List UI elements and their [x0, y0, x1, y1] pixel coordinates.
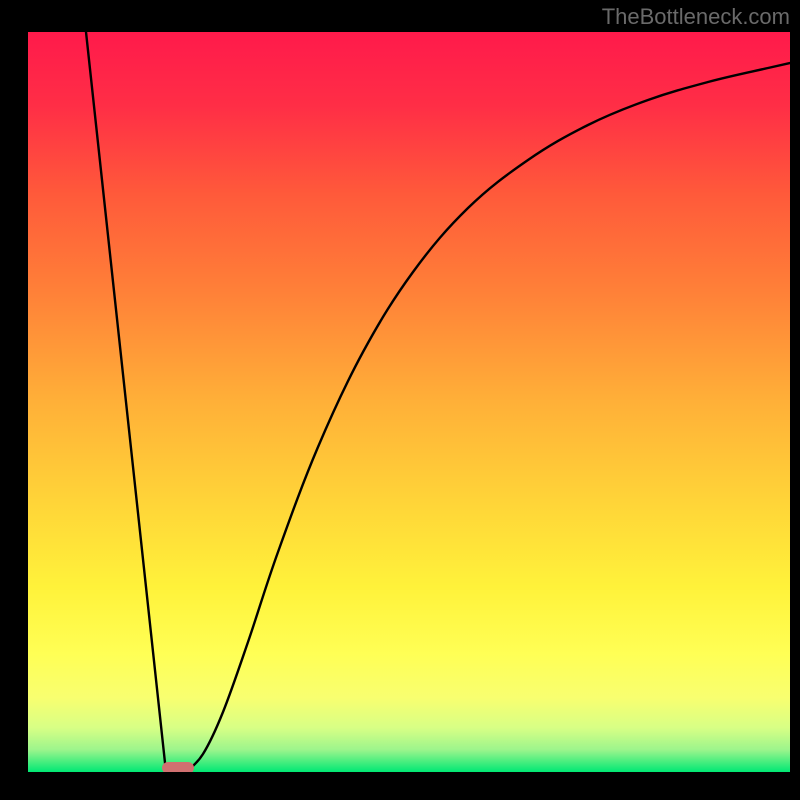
optimum-marker — [162, 762, 194, 772]
plot-area — [28, 32, 790, 772]
gradient-background — [28, 32, 790, 772]
watermark-text: TheBottleneck.com — [602, 4, 790, 30]
chart-frame: TheBottleneck.com — [0, 0, 800, 800]
